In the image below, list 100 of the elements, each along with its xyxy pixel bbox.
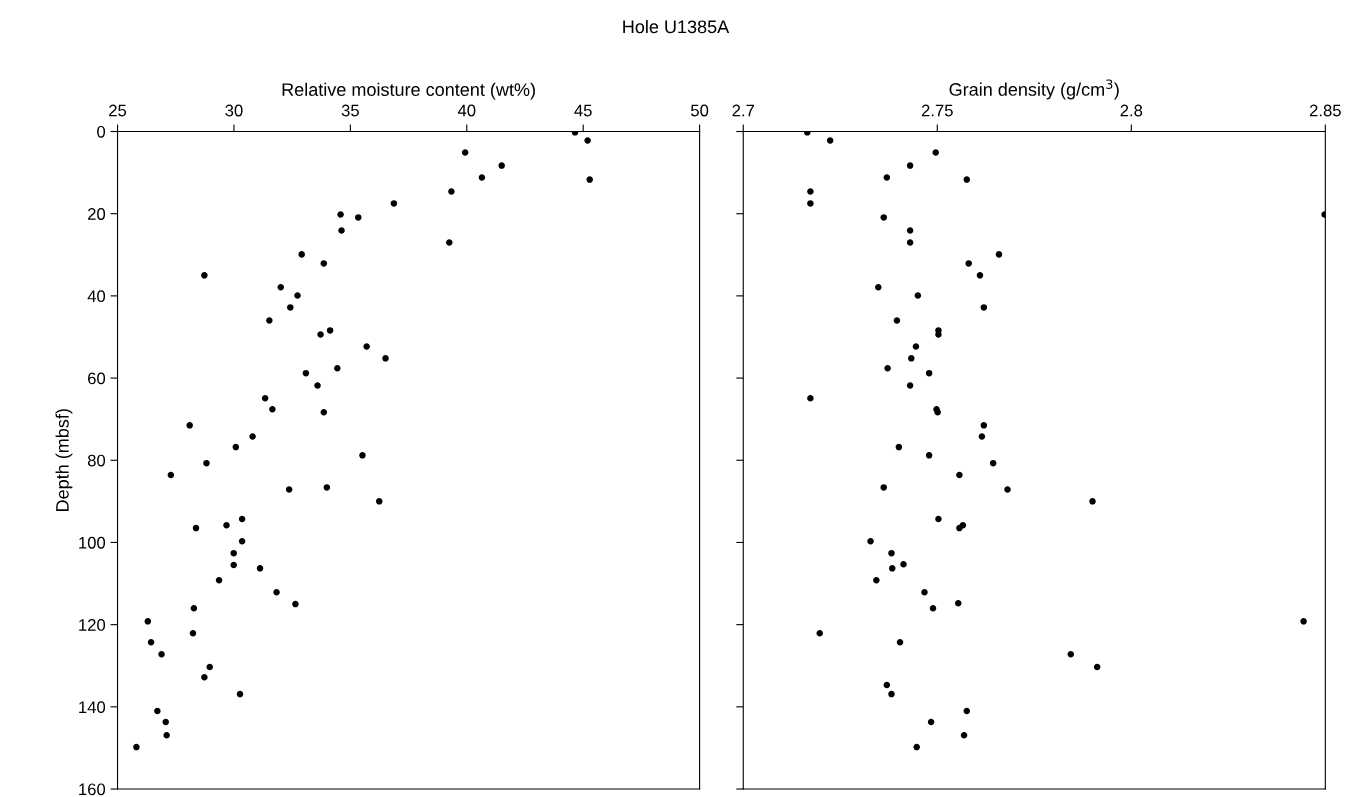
- point: [317, 331, 324, 338]
- point: [932, 149, 939, 156]
- point: [144, 618, 152, 625]
- point: [189, 630, 197, 637]
- point: [895, 443, 903, 451]
- point: [285, 486, 293, 493]
- point: [238, 537, 246, 545]
- point: [461, 149, 469, 156]
- point: [230, 561, 237, 569]
- x-tick-label: 30: [225, 104, 243, 117]
- point: [390, 200, 398, 207]
- point: [896, 639, 904, 646]
- point: [908, 355, 915, 362]
- point: [586, 176, 593, 183]
- point: [382, 355, 389, 362]
- point: [921, 588, 928, 596]
- point: [880, 484, 887, 491]
- point: [326, 327, 334, 334]
- point: [359, 452, 366, 459]
- x-axis-title: Relative moisture content (wt%): [282, 82, 535, 100]
- point: [203, 459, 210, 467]
- y-tick-label: 160: [79, 783, 106, 796]
- point: [186, 422, 193, 429]
- y-tick-label: 100: [79, 536, 106, 549]
- point: [201, 272, 208, 279]
- point: [884, 364, 891, 372]
- point: [906, 227, 914, 234]
- point: [807, 200, 814, 207]
- x-tick-label: 25: [109, 104, 127, 117]
- point: [925, 369, 933, 377]
- point: [355, 214, 362, 221]
- point: [954, 600, 962, 607]
- point: [1300, 618, 1307, 625]
- point: [302, 369, 310, 377]
- point: [956, 524, 963, 532]
- point: [162, 718, 169, 726]
- point: [980, 304, 988, 311]
- point: [375, 498, 383, 505]
- point: [906, 382, 914, 389]
- point: [906, 239, 914, 246]
- point: [1067, 650, 1075, 658]
- point: [320, 260, 328, 267]
- point: [215, 577, 223, 584]
- point: [1093, 663, 1101, 671]
- y-tick-label: 140: [79, 701, 106, 714]
- x-tick-label: 45: [574, 104, 592, 117]
- point: [266, 317, 273, 324]
- point: [883, 174, 891, 181]
- point: [816, 630, 823, 637]
- x-tick-label: 35: [341, 104, 359, 117]
- point: [927, 718, 935, 726]
- point: [236, 690, 244, 698]
- point: [912, 343, 920, 350]
- point: [334, 364, 341, 372]
- point: [888, 690, 895, 698]
- point: [163, 731, 170, 739]
- x-tick-label: 2.85: [1309, 104, 1341, 117]
- point: [446, 239, 453, 246]
- point: [147, 639, 155, 646]
- point: [880, 214, 887, 221]
- point: [287, 304, 294, 311]
- point: [478, 174, 486, 181]
- point: [889, 565, 896, 572]
- point: [294, 292, 301, 299]
- point: [963, 176, 971, 183]
- point: [900, 560, 907, 568]
- x-tick-label: 2.7: [732, 104, 755, 117]
- point: [232, 443, 240, 451]
- point: [867, 537, 874, 545]
- point: [906, 162, 914, 169]
- point: [292, 600, 299, 608]
- y-tick-label: 20: [88, 208, 106, 220]
- point: [893, 317, 901, 324]
- point: [965, 260, 972, 267]
- x-tick-label: 2.8: [1120, 104, 1143, 117]
- y-tick-label: 0: [97, 125, 106, 138]
- point: [323, 484, 331, 491]
- point: [238, 515, 246, 523]
- point: [298, 251, 305, 258]
- point: [963, 707, 971, 715]
- point: [201, 673, 208, 681]
- x-tick-label: 2.75: [921, 104, 953, 117]
- point: [925, 452, 933, 459]
- point: [261, 394, 269, 402]
- point: [167, 471, 175, 479]
- point: [807, 394, 814, 402]
- point: [154, 707, 161, 715]
- point: [223, 521, 230, 529]
- point: [314, 382, 321, 389]
- point: [826, 137, 834, 144]
- point: [206, 663, 213, 671]
- point: [929, 604, 937, 612]
- point: [956, 471, 963, 479]
- x-tick-label: 50: [691, 104, 709, 117]
- point: [584, 137, 591, 144]
- point: [320, 408, 328, 416]
- point: [980, 422, 988, 429]
- point: [873, 577, 880, 584]
- y-tick-label: 80: [87, 454, 106, 467]
- x-tick-label: 40: [457, 104, 476, 117]
